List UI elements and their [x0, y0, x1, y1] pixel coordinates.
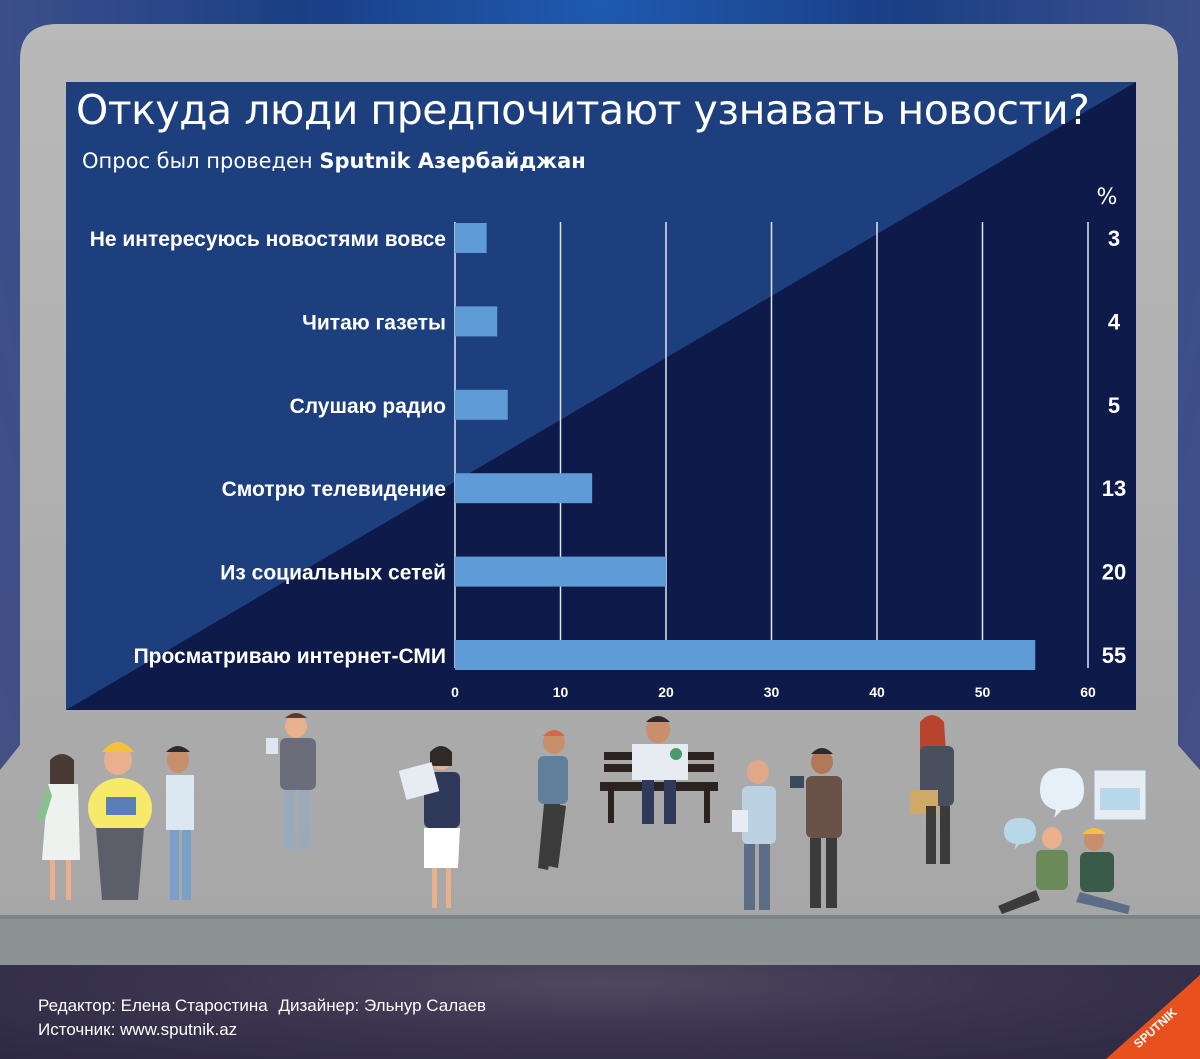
- person-man-tablet: [790, 748, 842, 908]
- credit-source: Источник: www.sputnik.az: [38, 1020, 238, 1039]
- value-label: 20: [1102, 560, 1126, 585]
- grid-lines: [454, 222, 984, 668]
- people-reading-news-illustration: [36, 713, 1147, 914]
- credit-designer: Дизайнер: Эльнур Салаев: [278, 996, 487, 1015]
- category-label: Слушаю радио: [290, 395, 446, 418]
- value-label: 13: [1102, 476, 1126, 501]
- x-tick-label: 20: [658, 684, 674, 700]
- x-tick-label: 50: [975, 684, 991, 700]
- x-tick-label: 30: [764, 684, 780, 700]
- bar: [455, 389, 508, 420]
- x-tick-label: 40: [869, 684, 885, 700]
- subtitle-brand: Sputnik Азербайджан: [319, 149, 586, 173]
- bar: [455, 556, 666, 587]
- footer: [0, 965, 1200, 1059]
- person-walking-phone: [538, 730, 568, 870]
- bars: [455, 223, 1036, 670]
- category-label: Читаю газеты: [302, 311, 446, 334]
- person-bench-newspaper: [600, 716, 718, 824]
- credits-editor-designer: Редактор: Елена Старостина Дизайнер: Эль…: [38, 996, 492, 1016]
- person-man-yellow: [88, 742, 152, 900]
- bar: [455, 640, 1036, 670]
- person-man-glasses: [166, 746, 194, 900]
- bar: [455, 473, 593, 504]
- value-label: 5: [1108, 393, 1120, 418]
- person-man-phone: [266, 713, 316, 850]
- x-tick-label: 60: [1080, 684, 1096, 700]
- value-label: 55: [1102, 643, 1126, 668]
- x-tick-label: 10: [553, 684, 569, 700]
- bar: [455, 306, 498, 337]
- person-man-bald: [732, 760, 776, 910]
- credit-editor: Редактор: Елена Старостина: [38, 996, 268, 1015]
- sputnik-logo: SPUTNIK: [1106, 975, 1200, 1059]
- value-labels: 3 4 5 13 20 55: [1102, 226, 1126, 668]
- subtitle-text: Опрос был проведен: [82, 149, 313, 173]
- chart-title: Откуда люди предпочитают узнавать новост…: [76, 86, 1090, 134]
- bar: [455, 223, 487, 253]
- x-tick-labels: 0 10 20 30 40 50 60: [451, 684, 1096, 700]
- person-woman-left: [36, 754, 80, 900]
- category-label: Не интересуюсь новостями вовсе: [90, 228, 446, 251]
- people-sitting-students: [998, 768, 1147, 914]
- person-woman-bag: [910, 715, 954, 864]
- category-label: Просматриваю интернет-СМИ: [134, 645, 446, 668]
- category-label: Из социальных сетей: [220, 562, 446, 585]
- value-label: 3: [1108, 226, 1120, 251]
- category-labels: Не интересуюсь новостями вовсе Читаю газе…: [90, 228, 446, 668]
- bar-chart: Не интересуюсь новостями вовсе Читаю газе…: [90, 185, 1127, 700]
- category-label: Смотрю телевидение: [222, 478, 446, 501]
- chart-subtitle: Опрос был проведен Sputnik Азербайджан: [82, 149, 586, 173]
- x-tick-label: 0: [451, 684, 459, 700]
- person-woman-newspaper: [398, 746, 460, 908]
- value-label: 4: [1108, 309, 1121, 334]
- unit-label: %: [1097, 185, 1118, 210]
